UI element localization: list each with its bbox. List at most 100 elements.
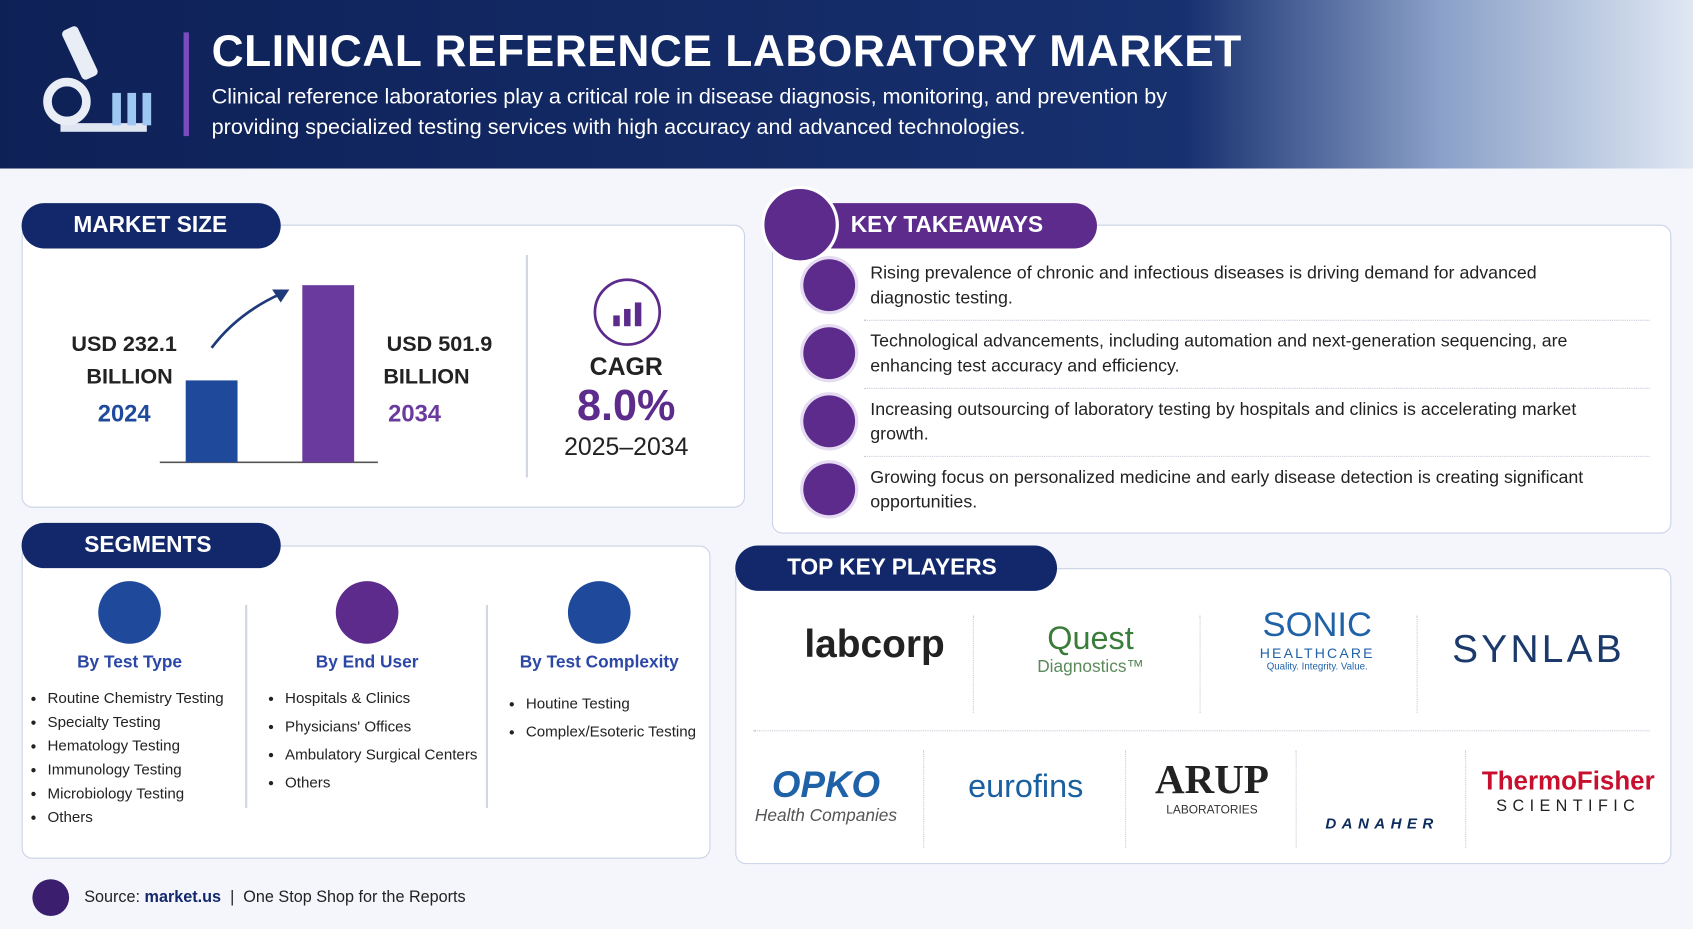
takeaway-icon [803,327,856,380]
bullet-list: Houtine Testing Complex/Esoteric Testing [513,695,729,740]
segment-item: Others [48,808,251,825]
segment-item: Hospitals & Clinics [285,689,488,706]
divider [485,604,488,808]
segment-item: Hematology Testing [48,737,251,754]
value-label: USD 232.1 [71,331,177,356]
logo-text: Quest [1047,621,1134,657]
bar [185,380,238,463]
segment-icon [335,581,399,644]
takeaway-text: Increasing outsourcing of laboratory tes… [870,399,1577,444]
logo-text: DANAHER [1325,814,1439,832]
logo-text: ARUP [1154,757,1269,803]
segment-list: Hospitals & Clinics Physicians' Offices Am… [272,689,488,801]
player-logo: Quest Diagnostics™ [983,621,1199,677]
logo-text: HEALTHCARE [1259,644,1375,662]
cagr-period: 2025–2034 [564,432,689,461]
logo-text: ThermoFisher [1481,766,1655,797]
divider [1465,750,1467,848]
cagr-value: 8.0% [576,382,676,430]
logo-text: eurofins [968,769,1084,805]
players-card [735,568,1672,865]
microscope-icon [43,26,152,132]
segment-heading: By Test Complexity [519,653,679,672]
logo-text: SCIENTIFIC [1496,797,1641,816]
segment-icon [98,581,161,644]
title: CLINICAL REFERENCE LABORATORY MARKET [211,25,1242,76]
unit-label: BILLION [86,363,172,388]
logo-text: labcorp [804,621,945,666]
takeaways-icon [761,185,839,264]
divider [1416,615,1418,713]
logo-text: OPKO [771,764,881,806]
takeaway-text: Rising prevalence of chronic and infecti… [870,263,1537,308]
logo-text: SONIC [1262,604,1372,644]
player-logo: SONIC HEALTHCARE Quality. Integrity. Value… [1209,605,1425,672]
separator [863,319,1650,321]
cagr-label: CAGR [589,352,663,381]
bullet-list: Hospitals & Clinics Physicians' Offices Am… [272,689,488,791]
separator [863,387,1650,389]
section-title: MARKET SIZE [21,203,281,249]
segment-item: Routine Chemistry Testing [48,689,251,706]
player-logo: OPKO Health Companies [745,765,907,827]
player-logo: ThermoFisher SCIENTIFIC [1474,767,1663,816]
unit-label: BILLION [383,363,469,388]
title-accent [183,32,189,137]
arrow-head [272,289,290,303]
source: market.us [144,887,222,907]
segment-list: Houtine Testing Complex/Esoteric Testing [513,695,729,751]
segment-item: Physicians' Offices [285,717,488,734]
takeaway-icon [803,259,856,312]
segment-heading: By Test Type [77,653,183,672]
player-logo: DANAHER [1301,765,1463,832]
segment-icon [567,581,631,644]
bar [302,285,355,463]
segment-item: Houtine Testing [526,695,729,712]
segment-item: Complex/Esoteric Testing [526,723,729,740]
logo-text: LABORATORIES [1166,803,1258,817]
section-title: SEGMENTS [21,522,281,569]
year-label: 2034 [388,400,442,427]
source-label: Source: [84,887,141,907]
divider [245,604,247,808]
divider [1125,750,1127,848]
segment-item: Ambulatory Surgical Centers [285,745,488,762]
cagr-icon [593,278,662,346]
logo-text: Health Companies [754,806,898,826]
bullet-list: Routine Chemistry Testing Specialty Testi… [35,689,251,825]
takeaways-card [771,224,1672,534]
divider [1199,615,1201,713]
divider [923,750,925,848]
year-label: 2024 [98,400,152,427]
logo-text: SYNLAB [1452,626,1625,671]
player-logo: ARUP LABORATORIES [1134,756,1291,816]
subtitle: Clinical reference laboratories play a c… [211,85,1168,140]
player-logo: SYNLAB [1425,627,1652,672]
section-title: TOP KEY PLAYERS [735,545,1058,591]
takeaway-icon [803,395,856,448]
segment-item: Immunology Testing [48,760,251,777]
segment-item: Specialty Testing [48,713,251,730]
header-banner [0,0,1693,169]
growth-arrow [210,292,282,349]
segment-item: Others [285,773,488,790]
takeaway-text: Growing focus on personalized medicine a… [870,467,1584,513]
footer-tagline: One Stop Shop for the Reports [243,887,466,907]
logo-text: Diagnostics™ [1037,657,1144,677]
divider [1295,750,1297,848]
separator [753,730,1650,732]
separator [863,455,1650,457]
segment-list: Routine Chemistry Testing Specialty Testi… [35,689,251,832]
value-label: USD 501.9 [387,331,493,356]
segment-heading: By End User [315,653,419,672]
player-logo: labcorp [777,621,971,666]
divider [972,615,974,713]
player-logo: eurofins [934,769,1118,806]
takeaway-icon [803,463,856,516]
segment-item: Microbiology Testing [48,784,251,801]
logo-text: Quality. Integrity. Value. [1266,661,1368,672]
market-size-card [21,224,745,508]
takeaway-text: Technological advancements, including au… [870,331,1568,376]
